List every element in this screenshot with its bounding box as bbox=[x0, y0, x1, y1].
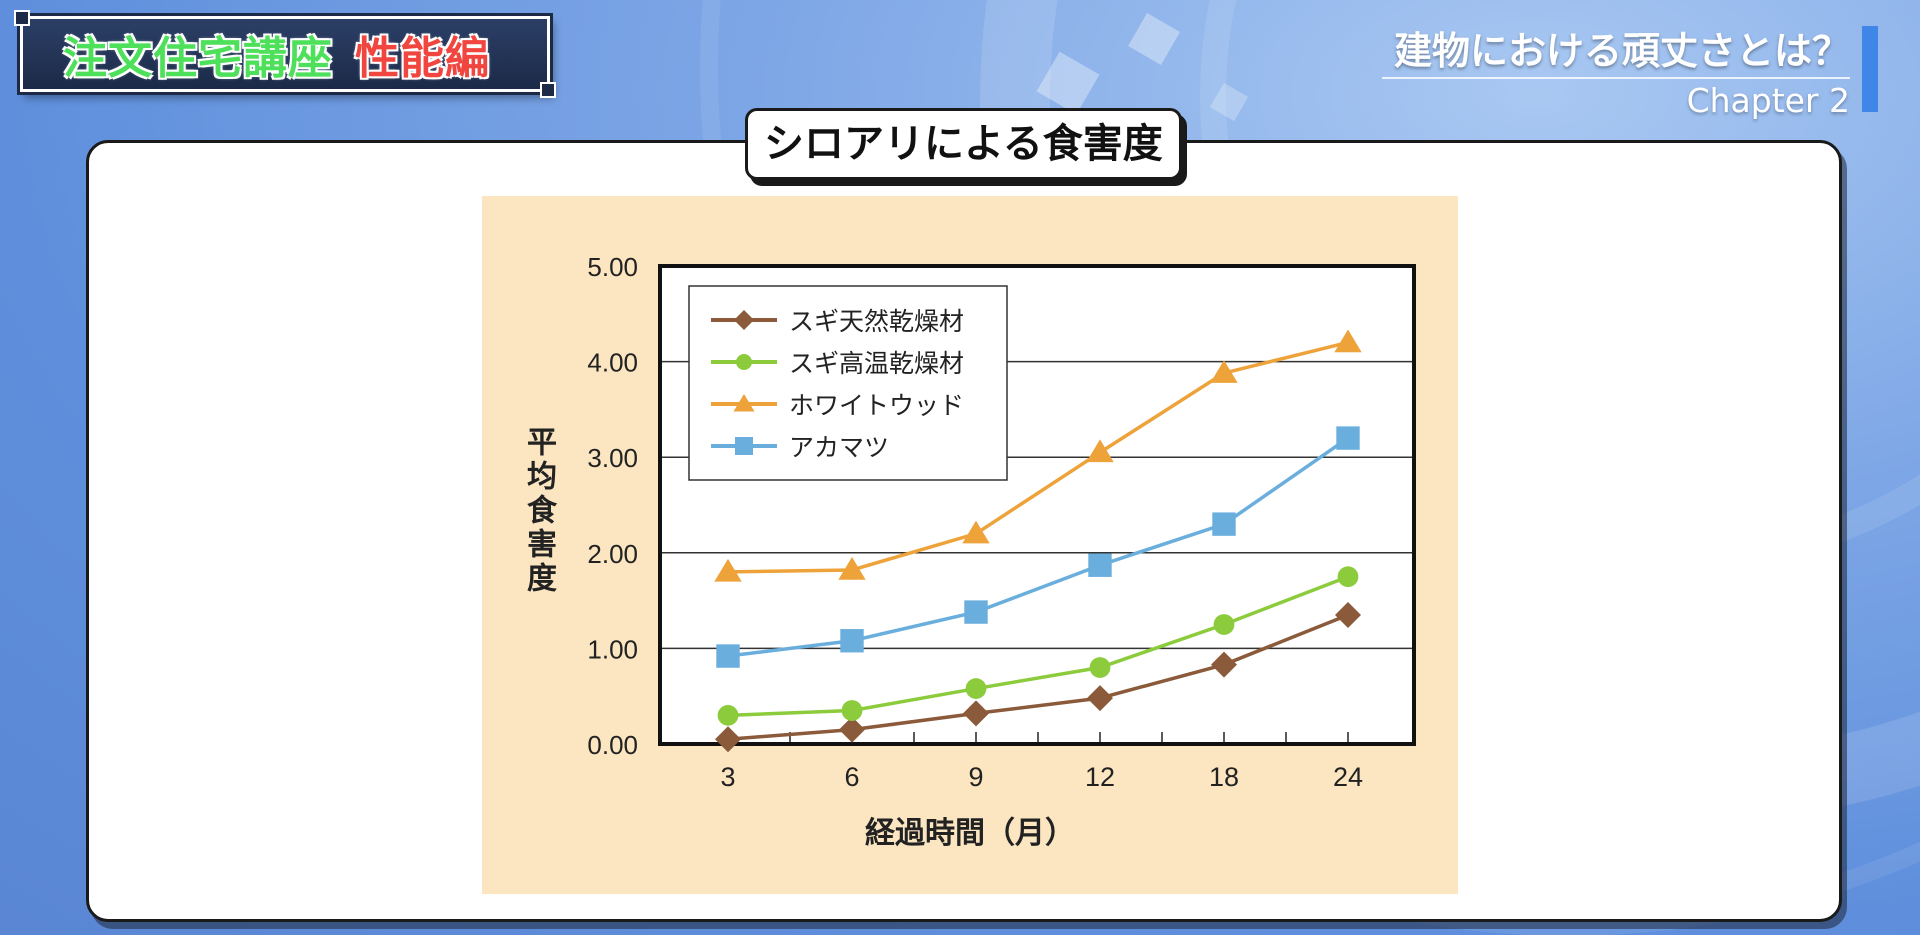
x-tick-label: 18 bbox=[1209, 762, 1239, 792]
series-title: 注文住宅講座 bbox=[63, 33, 333, 84]
y-tick-label: 2.00 bbox=[587, 539, 638, 569]
data-point bbox=[965, 678, 987, 699]
y-tick-label: 5.00 bbox=[587, 252, 638, 282]
chapter-accent-bar bbox=[1862, 26, 1878, 112]
data-point bbox=[839, 716, 865, 743]
data-point bbox=[838, 557, 866, 580]
data-point bbox=[1086, 439, 1114, 463]
y-axis-label: 平均食害度 bbox=[521, 426, 556, 596]
data-point bbox=[1213, 614, 1235, 635]
x-tick-label: 3 bbox=[720, 762, 735, 792]
panel-heading: シロアリによる食害度 bbox=[745, 108, 1182, 180]
legend-label: アカマツ bbox=[789, 433, 889, 462]
x-tick-label: 24 bbox=[1333, 762, 1363, 792]
x-tick-label: 6 bbox=[844, 762, 859, 792]
data-point bbox=[1337, 566, 1359, 588]
series-line bbox=[727, 436, 1349, 658]
series-line bbox=[727, 575, 1349, 718]
data-point bbox=[963, 700, 989, 727]
legend-swatch-marker bbox=[735, 437, 753, 455]
data-point bbox=[715, 726, 741, 753]
y-tick-label: 4.00 bbox=[587, 348, 638, 378]
chart-area: 0.00 1.00 2.00 3.00 4.00 5.00 3 6 9 12 18 24 スギ天然乾燥材… bbox=[482, 196, 1458, 894]
legend-label: スギ高温乾燥材 bbox=[789, 349, 964, 378]
y-tick-label: 1.00 bbox=[587, 634, 638, 664]
legend-swatch-marker bbox=[736, 354, 752, 370]
data-point bbox=[841, 700, 863, 721]
legend-swatch-marker bbox=[734, 310, 754, 330]
data-point bbox=[1089, 657, 1111, 678]
chapter-title: 建物における頑丈さとは？ bbox=[1381, 20, 1850, 79]
chapter-heading: 建物における頑丈さとは？ Chapter 2 bbox=[1381, 20, 1850, 120]
data-point bbox=[1211, 651, 1237, 678]
data-point bbox=[1334, 329, 1362, 353]
data-point bbox=[716, 644, 740, 668]
chapter-number: Chapter 2 bbox=[1686, 81, 1850, 120]
x-axis-label: 経過時間（月） bbox=[865, 816, 1075, 851]
x-tick-label: 12 bbox=[1085, 762, 1115, 792]
legend-label: スギ天然乾燥材 bbox=[789, 307, 964, 336]
data-point bbox=[714, 558, 742, 582]
y-tick-label: 0.00 bbox=[587, 730, 638, 760]
data-point bbox=[1335, 601, 1361, 628]
data-point bbox=[1210, 360, 1238, 383]
data-point bbox=[1088, 553, 1112, 577]
data-point bbox=[1336, 426, 1360, 450]
data-point bbox=[962, 520, 990, 544]
data-point bbox=[1212, 512, 1236, 536]
series-line bbox=[727, 613, 1349, 741]
series-subtitle: 性能編 bbox=[355, 33, 490, 84]
legend-label: ホワイトウッド bbox=[789, 391, 964, 420]
legend-swatch-marker bbox=[733, 394, 755, 412]
data-point bbox=[717, 704, 739, 726]
data-point bbox=[1087, 685, 1113, 712]
line-chart: 0.00 1.00 2.00 3.00 4.00 5.00 3 6 9 12 18 24 スギ天然乾燥材… bbox=[587, 252, 1416, 792]
data-point bbox=[964, 600, 988, 624]
y-tick-label: 3.00 bbox=[587, 443, 638, 473]
series-title-badge: 注文住宅講座 性能編 bbox=[14, 10, 556, 98]
data-point bbox=[840, 629, 864, 653]
series-line bbox=[727, 340, 1349, 574]
x-tick-label: 9 bbox=[968, 762, 983, 792]
plot-frame bbox=[658, 264, 1416, 746]
